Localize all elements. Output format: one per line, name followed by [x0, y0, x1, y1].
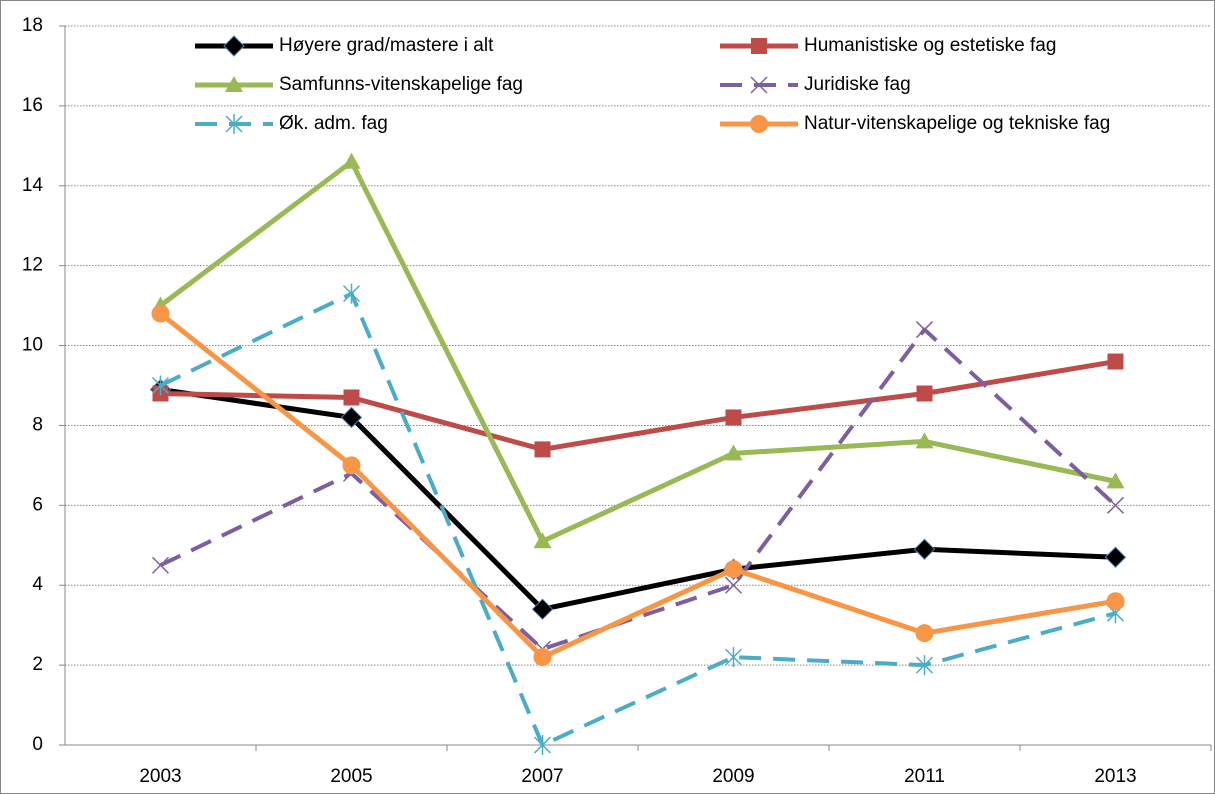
point-marker	[1106, 496, 1125, 514]
point-marker	[724, 647, 743, 668]
point-marker	[342, 152, 361, 169]
series-line	[160, 387, 1116, 612]
point-marker	[915, 321, 934, 339]
point-marker	[724, 576, 743, 594]
legend-label: Høyere grad/mastere i alt	[279, 35, 494, 56]
y-tick-label: 10	[22, 335, 43, 356]
series-line	[158, 159, 1117, 544]
point-marker	[533, 532, 552, 549]
legend-marker	[750, 76, 768, 94]
series-line	[160, 359, 1116, 452]
x-tick-label: 2007	[521, 766, 563, 787]
y-tick-label: 0	[32, 734, 43, 755]
x-tick-label: 2005	[330, 766, 372, 787]
legend-label: Humanistiske og estetiske fag	[804, 35, 1056, 56]
y-tick-label: 2	[32, 654, 43, 675]
legend-label: Natur-vitenskapelige og tekniske fag	[804, 113, 1110, 134]
point-marker	[915, 655, 934, 676]
x-tick-label: 2011	[904, 766, 945, 787]
y-tick-label: 18	[22, 15, 43, 36]
x-tick-label: 2003	[139, 766, 181, 787]
point-marker	[533, 735, 552, 755]
point-marker	[151, 304, 170, 323]
series-line	[159, 291, 1117, 747]
y-tick-label: 12	[22, 255, 43, 276]
point-marker	[533, 648, 552, 667]
legend-label: Samfunns-vitenskapelige fag	[279, 74, 523, 95]
point-marker	[1106, 472, 1125, 489]
y-tick-label: 4	[32, 574, 43, 595]
point-marker	[343, 389, 360, 406]
y-tick-label: 8	[32, 414, 43, 435]
legend-marker	[225, 76, 243, 92]
point-marker	[724, 560, 743, 579]
point-marker	[915, 624, 934, 643]
y-tick-label: 14	[22, 175, 44, 196]
legend-marker	[750, 115, 768, 133]
x-tick-label: 2013	[1094, 766, 1136, 787]
legend-label: Øk. adm. fag	[279, 113, 388, 134]
point-marker	[342, 283, 361, 304]
point-marker	[534, 441, 551, 458]
point-marker	[340, 406, 363, 429]
x-tick-label: 2009	[712, 766, 754, 787]
point-marker	[342, 456, 361, 475]
legend-label: Juridiske fag	[804, 74, 911, 95]
point-marker	[151, 375, 170, 396]
point-marker	[725, 409, 742, 426]
point-marker	[1107, 353, 1124, 370]
y-tick-label: 6	[32, 494, 43, 515]
series-line	[159, 327, 1117, 652]
point-marker	[915, 432, 934, 449]
legend-marker	[223, 35, 245, 57]
point-marker	[1104, 546, 1127, 568]
point-marker	[913, 538, 936, 560]
legend-marker	[751, 38, 767, 54]
point-marker	[1106, 592, 1125, 611]
point-marker	[916, 385, 933, 402]
point-marker	[724, 444, 743, 461]
point-marker	[531, 598, 554, 620]
point-marker	[151, 556, 170, 574]
series-line	[158, 311, 1116, 660]
legend-marker	[225, 114, 243, 134]
y-tick-label: 16	[22, 95, 43, 116]
